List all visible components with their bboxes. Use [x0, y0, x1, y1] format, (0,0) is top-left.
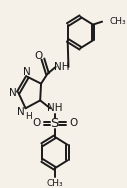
Text: N: N: [9, 88, 17, 98]
Text: CH₃: CH₃: [46, 179, 63, 188]
Text: O: O: [69, 118, 77, 128]
Text: NH: NH: [54, 62, 70, 72]
Text: S: S: [51, 117, 59, 130]
Text: O: O: [32, 118, 41, 128]
Text: N: N: [17, 107, 25, 117]
Text: N: N: [23, 67, 30, 77]
Text: H: H: [25, 112, 32, 121]
Text: CH₃: CH₃: [109, 17, 126, 26]
Text: O: O: [34, 51, 42, 61]
Text: NH: NH: [47, 103, 62, 113]
